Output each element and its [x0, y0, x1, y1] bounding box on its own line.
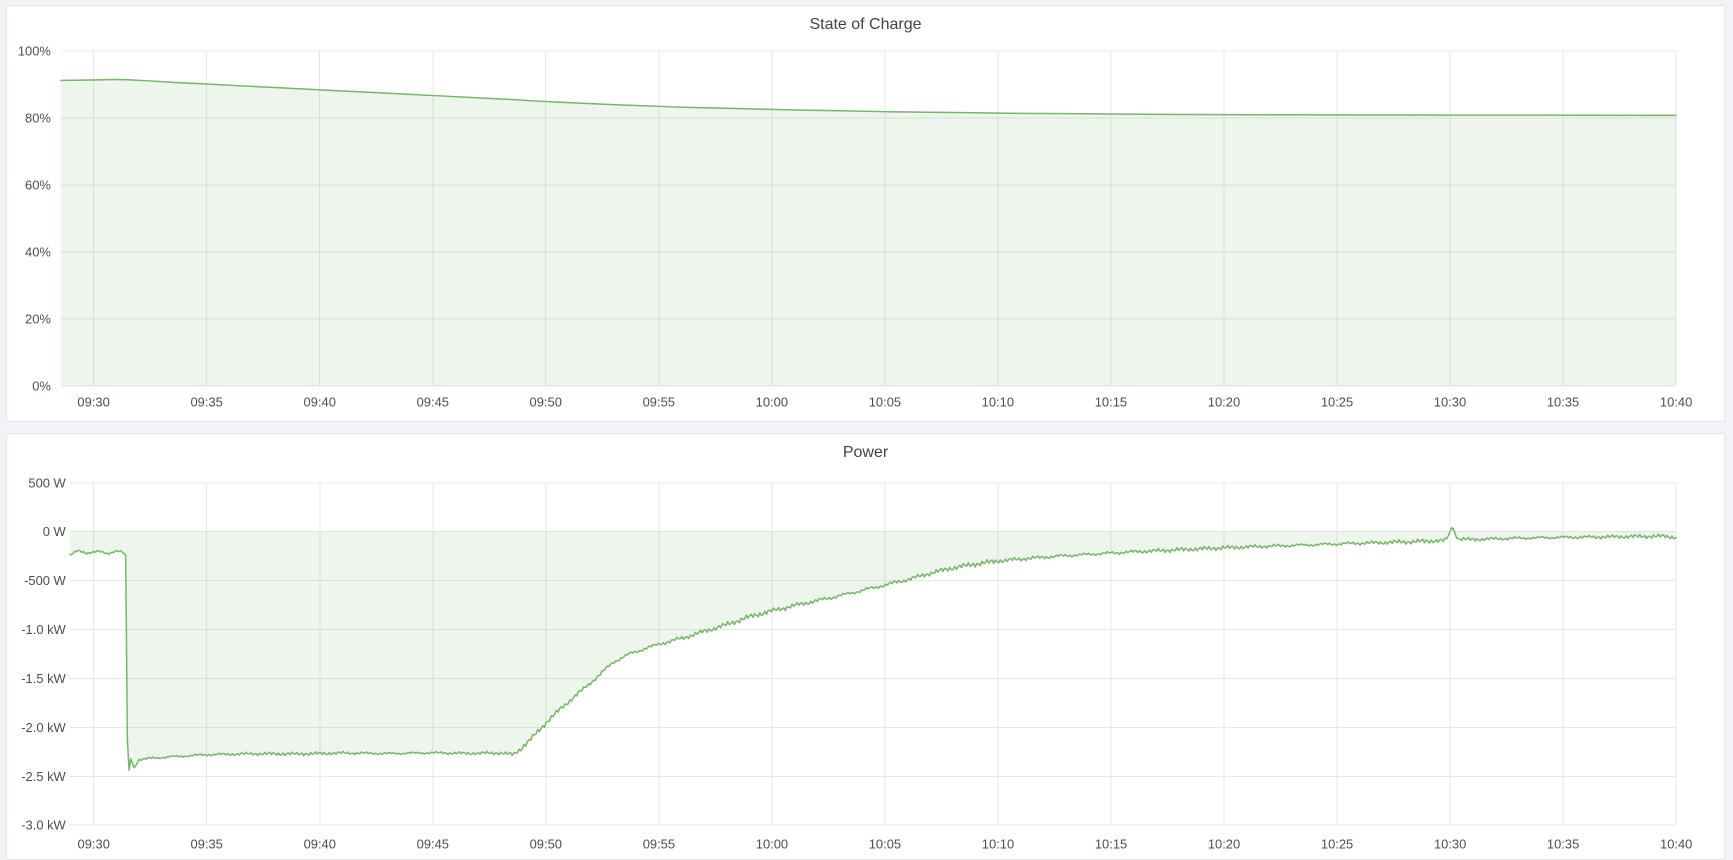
y-tick-label: -3.0 kW [21, 818, 66, 833]
x-tick-label: 10:10 [982, 837, 1014, 852]
x-tick-label: 10:00 [756, 837, 788, 852]
y-tick-label: 100% [18, 43, 52, 58]
series-fill [60, 79, 1677, 387]
x-tick-label: 09:50 [530, 395, 562, 410]
y-tick-label: -1.0 kW [21, 622, 66, 637]
x-tick-label: 10:25 [1321, 395, 1353, 410]
x-tick-label: 10:20 [1208, 837, 1240, 852]
x-tick-label: 10:30 [1434, 395, 1466, 410]
x-tick-label: 10:00 [756, 395, 788, 410]
y-tick-label: 500 W [28, 475, 66, 490]
x-tick-label: 09:45 [417, 395, 449, 410]
y-tick-label: -2.0 kW [21, 720, 66, 735]
panel-title: State of Charge [809, 16, 922, 33]
y-tick-label: 0 W [43, 524, 67, 539]
x-tick-label: 09:40 [304, 837, 336, 852]
panel-power: Power 500 W 0 W -500 W -1.0 kW -1.5 kW -2.0 k… [6, 433, 1725, 860]
power-chart[interactable]: 500 W 0 W -500 W -1.0 kW -1.5 kW -2.0 kW -2.5 … [7, 434, 1724, 859]
x-tick-label: 10:15 [1095, 837, 1127, 852]
x-tick-label: 09:30 [78, 837, 110, 852]
y-tick-label: 60% [25, 177, 51, 192]
axis-labels: 500 W 0 W -500 W -1.0 kW -1.5 kW -2.0 kW -2.5 … [21, 475, 1692, 851]
x-tick-label: 09:55 [643, 837, 675, 852]
grid [60, 50, 1677, 387]
x-tick-label: 09:45 [417, 837, 449, 852]
x-tick-label: 10:35 [1547, 837, 1579, 852]
x-tick-label: 10:25 [1321, 837, 1353, 852]
x-tick-label: 09:50 [530, 837, 562, 852]
x-tick-label: 09:55 [643, 395, 675, 410]
y-tick-label: -2.5 kW [21, 769, 66, 784]
x-tick-label: 10:40 [1660, 837, 1692, 852]
axis-labels: 100% 80% 60% 40% 20% 0% 09:30 09:35 09:40 09:45 09… [18, 43, 1692, 409]
series-line [68, 527, 1677, 771]
x-tick-label: 09:40 [304, 395, 336, 410]
y-tick-label: 80% [25, 110, 51, 125]
x-tick-label: 09:35 [191, 395, 223, 410]
x-tick-label: 10:10 [982, 395, 1014, 410]
panel-state-of-charge: State of Charge 100% 80% 60% 40% 20% 0% 09:30 0… [6, 5, 1725, 422]
x-tick-label: 09:35 [191, 837, 223, 852]
grid [69, 482, 1677, 826]
x-tick-label: 10:40 [1660, 395, 1692, 410]
panel-title: Power [842, 444, 889, 461]
y-tick-label: 40% [25, 245, 51, 260]
x-tick-label: 10:05 [869, 395, 901, 410]
y-tick-label: -500 W [24, 573, 66, 588]
y-tick-label: 20% [25, 312, 51, 327]
x-tick-label: 10:20 [1208, 395, 1240, 410]
y-tick-label: -1.5 kW [21, 671, 66, 686]
y-tick-label: 0% [32, 379, 51, 394]
series-line [60, 78, 1677, 117]
x-tick-label: 10:30 [1434, 837, 1466, 852]
x-tick-label: 10:05 [869, 837, 901, 852]
state-of-charge-chart[interactable]: 100% 80% 60% 40% 20% 0% 09:30 09:35 09:40 09:45 09… [7, 6, 1724, 421]
x-tick-label: 10:15 [1095, 395, 1127, 410]
x-tick-label: 10:35 [1547, 395, 1579, 410]
series-fill [69, 527, 1677, 771]
x-tick-label: 09:30 [77, 395, 109, 410]
